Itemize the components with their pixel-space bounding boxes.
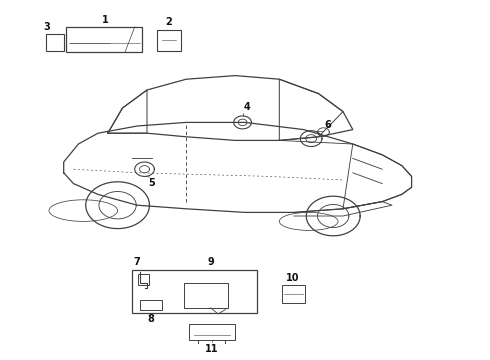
Text: 2: 2: [166, 17, 172, 27]
FancyBboxPatch shape: [138, 274, 149, 285]
Text: 1: 1: [102, 15, 109, 25]
Text: 8: 8: [147, 314, 154, 324]
Text: 5: 5: [148, 178, 155, 188]
Text: 4: 4: [244, 102, 251, 112]
FancyBboxPatch shape: [184, 283, 228, 308]
Text: 10: 10: [286, 273, 300, 283]
FancyBboxPatch shape: [140, 300, 162, 310]
Text: 9: 9: [207, 257, 214, 267]
FancyBboxPatch shape: [46, 34, 64, 51]
FancyBboxPatch shape: [189, 324, 235, 340]
FancyBboxPatch shape: [66, 27, 142, 52]
FancyBboxPatch shape: [157, 30, 181, 51]
Text: 7: 7: [133, 257, 140, 267]
Text: 11: 11: [205, 344, 219, 354]
Text: 3: 3: [43, 22, 50, 32]
Text: 6: 6: [324, 120, 331, 130]
FancyBboxPatch shape: [132, 270, 257, 313]
FancyBboxPatch shape: [282, 285, 305, 303]
